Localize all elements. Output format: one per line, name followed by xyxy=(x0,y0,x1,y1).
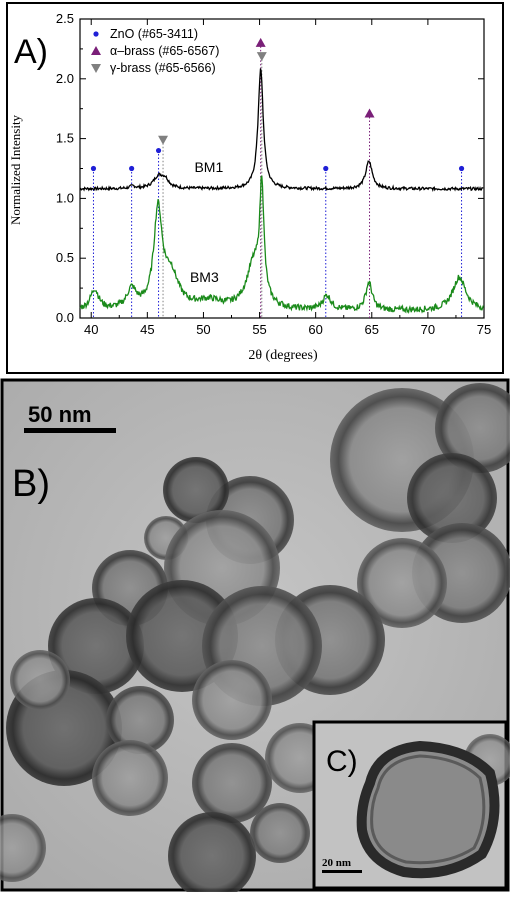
peak-marker xyxy=(458,165,465,172)
x-axis-label: 2θ (degrees) xyxy=(248,348,318,363)
x-tick-label: 60 xyxy=(308,322,322,337)
peak-marker xyxy=(155,147,162,154)
peak-marker xyxy=(158,135,169,145)
panel-a-label: A) xyxy=(14,33,48,71)
scale-bar-label-b: 50 nm xyxy=(28,402,92,427)
inset-particle xyxy=(356,740,500,879)
series-annotation: BM1 xyxy=(194,159,223,175)
x-tick-label: 65 xyxy=(365,322,379,337)
panel-c-inset: C) 20 nm xyxy=(312,720,510,890)
peak-marker xyxy=(364,108,375,118)
scale-bar-label-c: 20 nm xyxy=(322,857,351,869)
panel-a-frame xyxy=(6,2,504,374)
panel-c-label: C) xyxy=(326,745,358,778)
legend: ZnO (#65-3411) α–brass (#65-6567) γ-brass … xyxy=(91,27,219,75)
panel-b-tem-image: 50 nm B) C) 20 nm xyxy=(0,378,510,897)
legend-marker xyxy=(93,31,99,37)
legend-marker xyxy=(91,64,101,73)
peak-marker xyxy=(129,165,135,172)
x-tick-label: 50 xyxy=(196,322,210,337)
x-tick-label: 70 xyxy=(421,322,435,337)
inset-particle-inner-edge xyxy=(370,754,486,865)
peak-marker xyxy=(90,165,97,172)
peak-marker xyxy=(323,165,329,172)
plot-area: 40 45 50 55 60 65 70 75 0.0 0.5 1.0 1.5 2.0 2.5 BM1 BM3 xyxy=(56,11,491,337)
scale-bar-c xyxy=(322,870,362,873)
y-tick-label: 2.5 xyxy=(56,11,74,26)
x-tick-label: 40 xyxy=(84,322,98,337)
peak-marker xyxy=(255,37,266,47)
legend-marker xyxy=(91,46,101,55)
nanoparticles-cluster xyxy=(0,383,510,897)
panel-a-xrd-chart: A) Normalized Intensity 2θ (degrees) 40 4… xyxy=(0,0,510,378)
y-tick-label: 1.0 xyxy=(56,190,74,205)
y-tick-label: 0.5 xyxy=(56,250,74,265)
scale-bar-b xyxy=(24,428,116,433)
legend-label: γ-brass (#65-6566) xyxy=(110,61,216,75)
peak-marker xyxy=(256,52,267,62)
series-annotation: BM3 xyxy=(190,269,219,285)
y-tick-label: 2.0 xyxy=(56,71,74,86)
legend-label: α–brass (#65-6567) xyxy=(110,44,219,58)
y-tick-label: 1.5 xyxy=(56,131,74,146)
xrd-chart: A) Normalized Intensity 2θ (degrees) 40 4… xyxy=(6,2,504,374)
y-tick-label: 0.0 xyxy=(56,310,74,325)
x-tick-label: 55 xyxy=(252,322,266,337)
series-line-bm3 xyxy=(79,175,484,314)
legend-label: ZnO (#65-3411) xyxy=(110,27,198,41)
tem-micrograph: 50 nm B) C) 20 nm xyxy=(0,378,510,897)
x-tick-label: 45 xyxy=(140,322,154,337)
x-tick-label: 75 xyxy=(477,322,491,337)
series-line-bm1 xyxy=(79,68,484,192)
y-axis-label: Normalized Intensity xyxy=(8,114,23,225)
panel-b-label: B) xyxy=(12,463,50,505)
